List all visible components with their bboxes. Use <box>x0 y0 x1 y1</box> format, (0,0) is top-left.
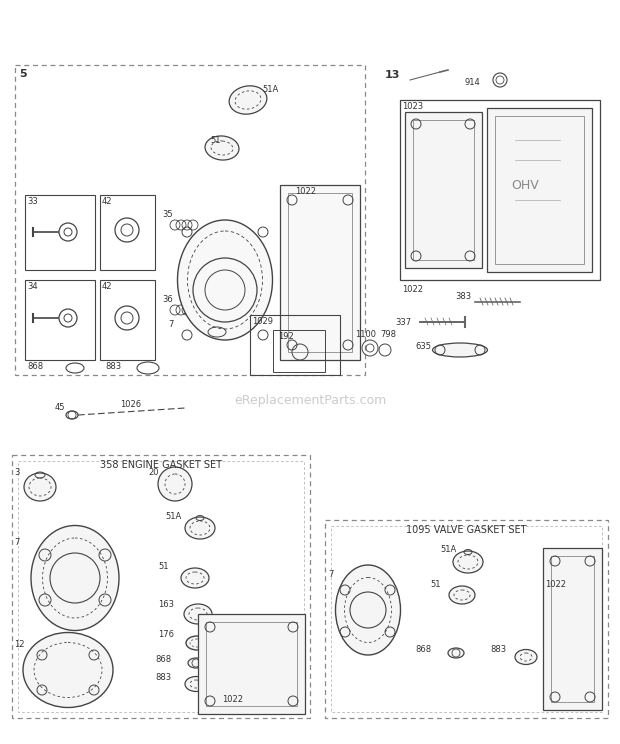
Ellipse shape <box>185 676 207 691</box>
Bar <box>400 100 600 280</box>
Text: 7: 7 <box>328 570 334 579</box>
Text: 51A: 51A <box>440 545 456 554</box>
Text: 383: 383 <box>455 292 471 301</box>
Text: 337: 337 <box>395 318 411 327</box>
Text: 1026: 1026 <box>120 400 141 409</box>
Ellipse shape <box>229 86 267 114</box>
Text: 1100: 1100 <box>355 330 376 339</box>
Ellipse shape <box>31 525 119 630</box>
Text: 914: 914 <box>465 78 480 87</box>
Bar <box>551 556 594 702</box>
Text: 20: 20 <box>148 468 159 477</box>
Text: 1022: 1022 <box>402 285 423 294</box>
Bar <box>273 330 325 372</box>
Bar <box>198 614 305 714</box>
Ellipse shape <box>186 636 208 650</box>
Bar <box>15 65 365 375</box>
Ellipse shape <box>188 658 204 668</box>
Text: 51: 51 <box>210 136 221 145</box>
Text: 13: 13 <box>385 70 401 80</box>
Bar <box>100 195 155 270</box>
Ellipse shape <box>184 604 212 624</box>
Ellipse shape <box>205 136 239 160</box>
Bar <box>495 116 584 264</box>
Text: 7: 7 <box>168 320 174 329</box>
Bar <box>25 280 95 360</box>
Bar <box>331 526 602 712</box>
Text: 42: 42 <box>102 282 112 291</box>
Text: 45: 45 <box>55 403 66 412</box>
Bar <box>18 461 304 712</box>
Bar <box>543 548 602 710</box>
Text: 192: 192 <box>278 332 294 341</box>
Ellipse shape <box>453 551 483 573</box>
Text: 635: 635 <box>415 342 431 351</box>
Text: 868: 868 <box>415 645 431 654</box>
Bar <box>12 455 310 718</box>
Text: 36: 36 <box>162 295 173 304</box>
Text: 1023: 1023 <box>402 102 423 111</box>
Text: 798: 798 <box>380 330 396 339</box>
Bar <box>280 185 360 360</box>
Text: eReplacementParts.com: eReplacementParts.com <box>234 394 386 406</box>
Ellipse shape <box>515 650 537 664</box>
Circle shape <box>158 467 192 501</box>
Ellipse shape <box>449 586 475 604</box>
Text: OHV: OHV <box>511 179 539 191</box>
Ellipse shape <box>433 343 487 357</box>
Text: 51: 51 <box>430 580 440 589</box>
Text: 868: 868 <box>155 655 171 664</box>
Text: 163: 163 <box>158 600 174 609</box>
Text: 51A: 51A <box>262 85 278 94</box>
Text: 5: 5 <box>19 69 27 79</box>
Text: 51A: 51A <box>165 512 181 521</box>
Ellipse shape <box>23 632 113 708</box>
Text: 868: 868 <box>27 362 43 371</box>
Text: 7: 7 <box>14 538 19 547</box>
Bar <box>250 315 340 375</box>
Bar <box>100 280 155 360</box>
Text: 35: 35 <box>162 210 172 219</box>
Ellipse shape <box>448 648 464 658</box>
Text: 3: 3 <box>14 468 19 477</box>
Bar <box>413 120 474 260</box>
Ellipse shape <box>181 568 209 588</box>
Ellipse shape <box>185 517 215 539</box>
Text: 1029: 1029 <box>252 317 273 326</box>
Text: 51: 51 <box>158 562 169 571</box>
Text: 33: 33 <box>27 197 38 206</box>
Text: 883: 883 <box>105 362 121 371</box>
Bar <box>25 195 95 270</box>
Text: 176: 176 <box>158 630 174 639</box>
Text: 358 ENGINE GASKET SET: 358 ENGINE GASKET SET <box>100 460 222 470</box>
Text: 1095 VALVE GASKET SET: 1095 VALVE GASKET SET <box>405 525 526 535</box>
Text: 42: 42 <box>102 197 112 206</box>
Text: 1022: 1022 <box>295 187 316 196</box>
Ellipse shape <box>177 220 273 340</box>
Bar <box>405 112 482 268</box>
Text: 12: 12 <box>14 640 25 649</box>
Bar <box>288 193 352 352</box>
Ellipse shape <box>24 473 56 501</box>
Text: 883: 883 <box>490 645 506 654</box>
Text: 1022: 1022 <box>545 580 566 589</box>
Bar <box>325 520 608 718</box>
Text: 34: 34 <box>27 282 38 291</box>
Bar <box>206 622 297 706</box>
Text: 883: 883 <box>155 673 171 682</box>
Bar <box>487 108 592 272</box>
Text: 1022: 1022 <box>222 695 243 704</box>
Ellipse shape <box>335 565 401 655</box>
